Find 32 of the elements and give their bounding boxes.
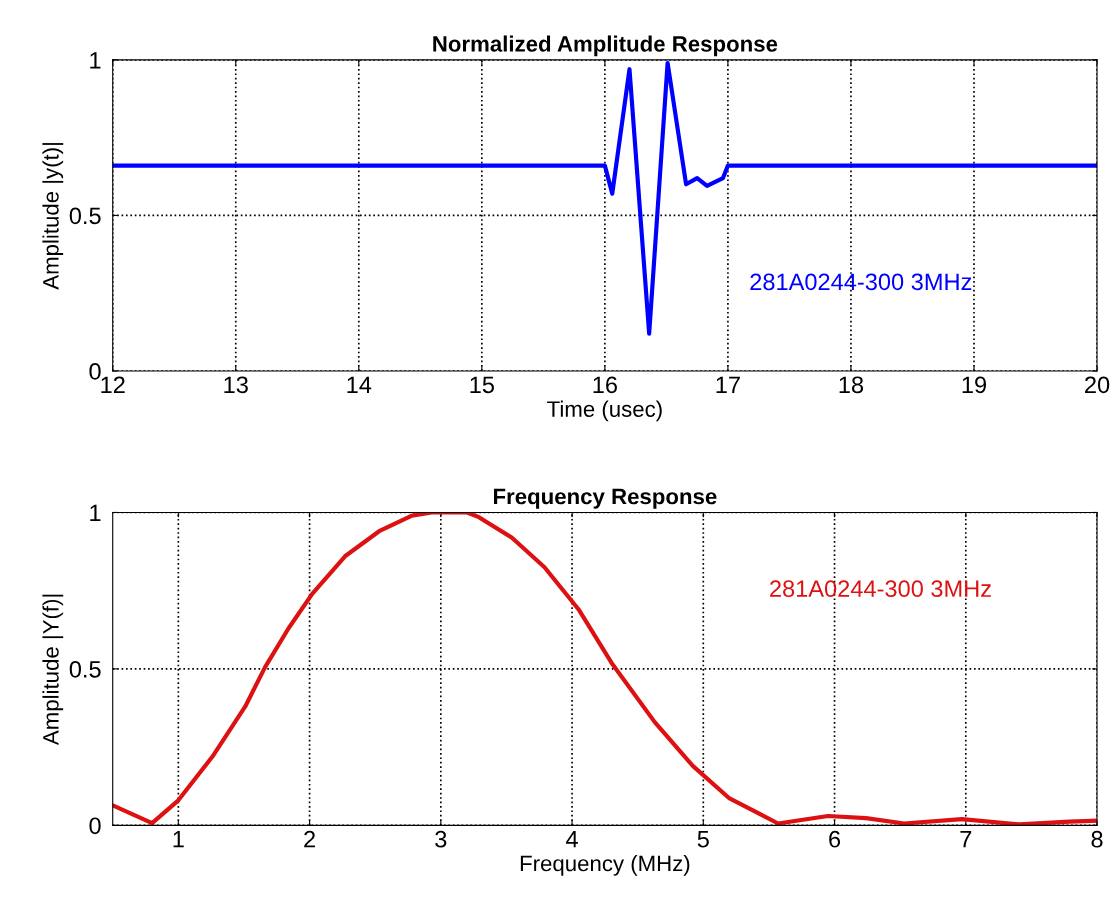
x-tick-label: 6	[829, 830, 841, 848]
chart-title: Frequency Response	[493, 488, 717, 509]
x-tick-label: 16	[593, 376, 617, 394]
y-tick-label: 0	[89, 817, 101, 835]
chart-title: Normalized Amplitude Response	[433, 35, 778, 57]
x-tick-label: 5	[697, 831, 709, 848]
x-tick-label: 18	[839, 376, 864, 394]
x-tick-label: 8	[1091, 830, 1103, 848]
y-tick-label: 1	[90, 504, 101, 522]
x-tick-label: 12	[101, 376, 125, 393]
x-tick-label: 14	[347, 376, 372, 393]
x-tick-label: 7	[960, 831, 972, 848]
y-tick-label: 0.5	[69, 207, 101, 225]
x-tick-label: 13	[224, 376, 248, 394]
y-axis-title: Amplitude |Y(f)|	[42, 594, 64, 746]
y-tick-label: 0	[89, 363, 101, 380]
x-tick-label: 20	[1085, 376, 1110, 394]
y-axis-title: Amplitude |y(t)|	[42, 143, 64, 290]
x-tick-label: 15	[470, 376, 494, 394]
x-tick-label: 2	[304, 830, 315, 848]
x-tick-label: 17	[716, 376, 740, 393]
x-tick-label: 3	[435, 830, 447, 848]
x-axis-title: Frequency (MHz)	[520, 855, 690, 876]
y-tick-label: 1	[90, 52, 101, 69]
y-tick-label: 0.5	[69, 660, 101, 678]
annotation: 281A0244-300 3MHz	[770, 580, 991, 598]
x-tick-label: 4	[566, 831, 578, 848]
annotation: 281A0244-300 3MHz	[750, 273, 972, 291]
line-series	[112, 512, 1098, 826]
x-tick-label: 19	[962, 376, 986, 394]
x-axis-title: Time (usec)	[547, 400, 662, 422]
x-tick-label: 1	[173, 831, 184, 848]
